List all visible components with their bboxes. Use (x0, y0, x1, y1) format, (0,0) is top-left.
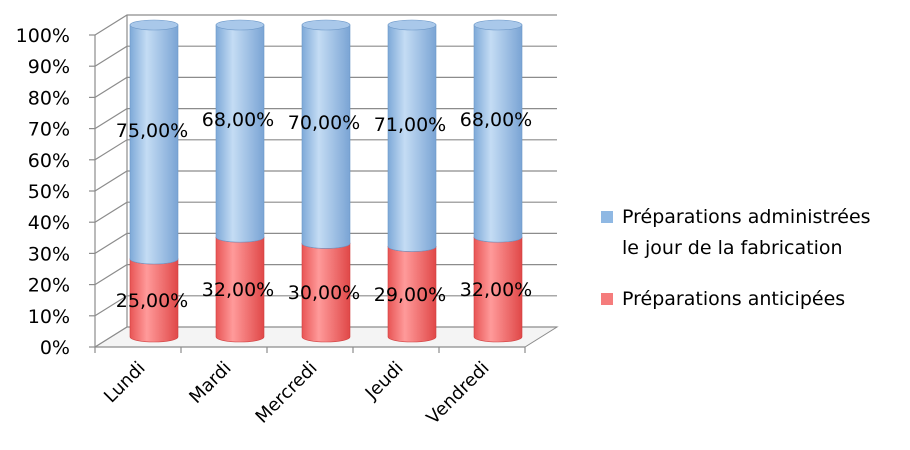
y-tick-label: 20% (28, 275, 70, 297)
y-tick-label: 30% (28, 243, 70, 265)
data-label: 68,00% (202, 109, 274, 131)
data-label: 32,00% (202, 279, 274, 301)
data-label: 70,00% (288, 112, 360, 134)
bar-cap (301, 19, 351, 31)
bar-segment (387, 19, 437, 252)
y-tick-label: 70% (28, 119, 70, 141)
bar-cap (387, 19, 437, 31)
bar-body (473, 236, 523, 343)
bar-body (473, 24, 523, 243)
x-category-label: Jeudi (361, 358, 408, 405)
y-tick-label: 10% (28, 306, 70, 328)
bar-body (215, 236, 265, 343)
bar-body (387, 246, 437, 343)
x-category-label: Vendredi (423, 358, 494, 429)
data-label: 75,00% (116, 120, 188, 142)
bar-segment (301, 19, 351, 249)
bar-body (129, 24, 179, 265)
legend: Préparations administrées le jour de la f… (601, 206, 871, 310)
data-label: 32,00% (460, 279, 532, 301)
legend-label: Préparations administrées le jour de la f… (622, 206, 871, 259)
y-tick-label: 80% (28, 87, 70, 109)
data-label: 25,00% (116, 290, 188, 312)
bar-cap (215, 19, 265, 31)
y-tick-label: 100% (16, 25, 70, 47)
bar-body (215, 24, 265, 243)
y-tick-label: 50% (28, 181, 70, 203)
x-category-label: Lundi (100, 358, 149, 407)
legend-item: Préparations anticipées (601, 288, 845, 310)
legend-label-line: Préparations anticipées (622, 288, 845, 310)
data-label: 30,00% (288, 282, 360, 304)
legend-swatch (601, 211, 613, 223)
bar-cap (473, 19, 523, 31)
y-axis-tick-labels: 0% 10% 20% 30% 40% 50% 60% 70% 80% 90% 100% (16, 25, 70, 359)
bar-segment (129, 19, 179, 265)
y-tick-label: 90% (28, 56, 70, 78)
legend-item: Préparations administrées le jour de la f… (601, 206, 871, 259)
legend-label: Préparations anticipées (622, 288, 845, 310)
data-label: 68,00% (460, 109, 532, 131)
bar-cap (129, 19, 179, 31)
bars (129, 19, 523, 343)
data-label: 29,00% (374, 284, 446, 306)
legend-label-line: Préparations administrées (622, 206, 871, 228)
x-category-label: Mercredi (252, 358, 322, 428)
x-axis-category-labels: Lundi Mardi Mercredi Jeudi Vendredi (100, 358, 493, 429)
data-labels: 25,00% 75,00% 32,00% 68,00% 30,00% 70,00% 29,0… (116, 109, 532, 312)
bar-segment (215, 19, 265, 243)
bar-body (301, 243, 351, 343)
bar-body (301, 24, 351, 249)
bar-segment (473, 19, 523, 243)
axes (89, 15, 526, 353)
legend-swatch (601, 293, 613, 305)
y-tick-label: 0% (40, 337, 70, 359)
bar-body (129, 258, 179, 343)
y-tick-label: 60% (28, 150, 70, 172)
y-tick-label: 40% (28, 212, 70, 234)
x-category-label: Mardi (185, 358, 235, 408)
bar-body (387, 24, 437, 252)
legend-label-line: le jour de la fabrication (622, 237, 843, 259)
data-label: 71,00% (374, 114, 446, 136)
